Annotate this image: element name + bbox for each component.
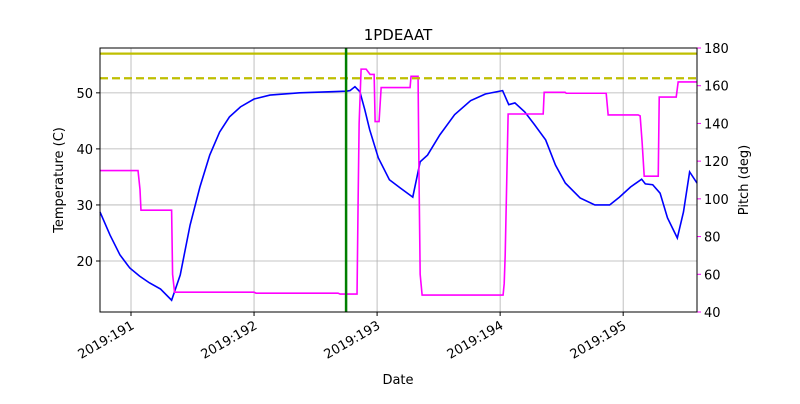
y2-tick-label: 60: [704, 268, 721, 283]
y2-tick-label: 160: [704, 80, 729, 95]
y2-tick-label: 100: [704, 193, 729, 208]
y-axis-label: Temperature (C): [52, 127, 67, 234]
y-tick-label: 20: [76, 255, 93, 270]
y2-axis-label: Pitch (deg): [737, 145, 752, 215]
y-tick-label: 50: [76, 87, 93, 102]
y2-tick-label: 180: [704, 42, 729, 57]
y2-tick-label: 80: [704, 231, 721, 246]
y-tick-label: 30: [76, 199, 93, 214]
series-line: [99, 85, 698, 302]
series-line: [100, 68, 697, 296]
y2-tick-label: 140: [704, 117, 729, 132]
y-tick-label: 40: [76, 143, 93, 158]
x-axis-label: Date: [382, 373, 413, 388]
y2-tick-label: 40: [704, 306, 721, 321]
y2-tick-label: 120: [704, 155, 729, 170]
plot-frame: [99, 47, 698, 313]
chart-title: 1PDEAAT: [364, 26, 433, 44]
